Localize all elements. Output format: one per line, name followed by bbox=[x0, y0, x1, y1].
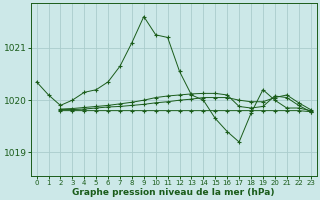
X-axis label: Graphe pression niveau de la mer (hPa): Graphe pression niveau de la mer (hPa) bbox=[72, 188, 275, 197]
